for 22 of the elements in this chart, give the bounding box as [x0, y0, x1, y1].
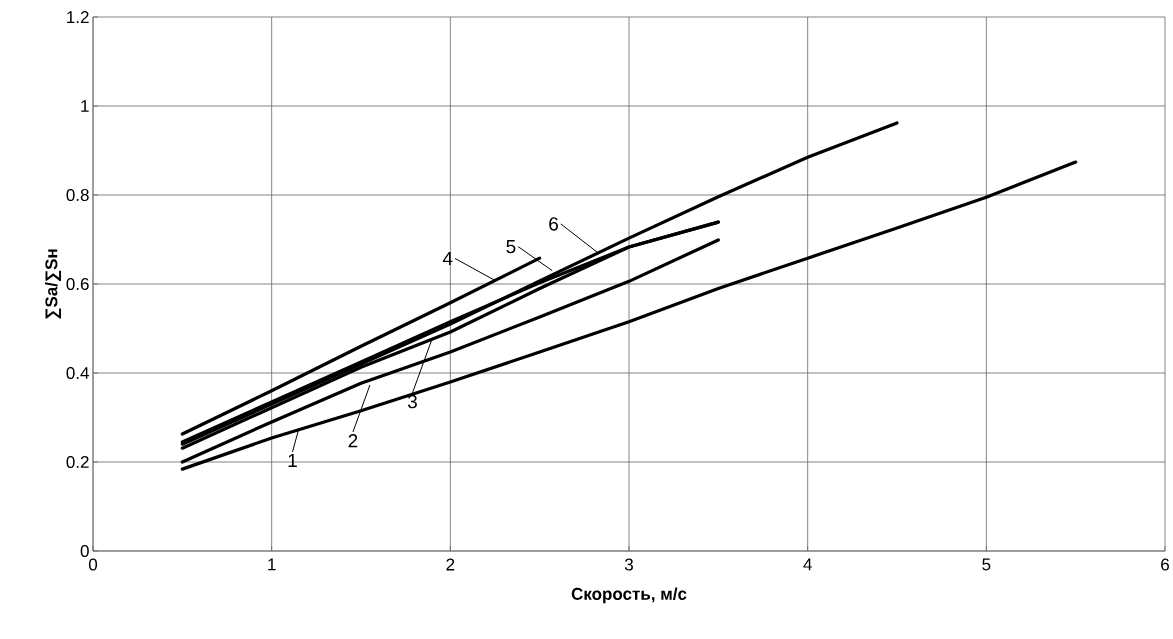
annotation: 1	[288, 453, 297, 468]
annotation: 2	[348, 434, 358, 448]
x-tick-label: 4	[803, 558, 812, 571]
annotation: 3	[407, 394, 417, 409]
y-axis-title: ∑Sa/∑Sн	[44, 249, 62, 319]
x-tick-label: 6	[1161, 558, 1169, 571]
y-tick-label: 1.2	[67, 11, 89, 23]
annotation: 6	[549, 217, 559, 231]
y-tick-label: 1	[81, 100, 89, 112]
x-tick-label: 3	[624, 558, 633, 571]
x-tick-label: 1	[268, 558, 276, 571]
y-tick-label: 0.6	[66, 277, 89, 291]
y-tick-label: 0.2	[66, 455, 89, 469]
y-tick-label: 0.4	[66, 366, 89, 380]
x-tick-label: 5	[982, 558, 991, 571]
annotation: 5	[506, 240, 516, 254]
y-tick-label: 0.8	[66, 188, 89, 202]
x-tick-label: 2	[446, 558, 455, 571]
y-tick-label: 0	[80, 544, 89, 558]
x-axis-title: Скорость, м/с	[571, 587, 687, 604]
annotation: 4	[442, 251, 453, 265]
x-tick-label: 0	[88, 558, 98, 571]
